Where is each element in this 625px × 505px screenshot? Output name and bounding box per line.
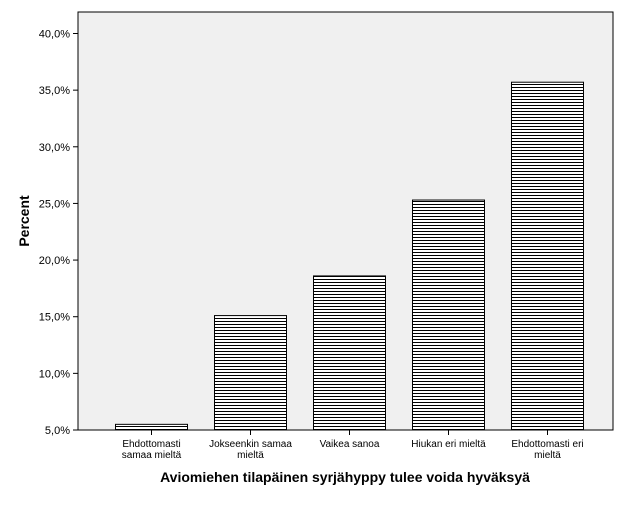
bars xyxy=(115,81,584,431)
y-tick-label: 40,0% xyxy=(39,29,70,41)
x-tick-label: Jokseenkin samaa mieltä xyxy=(209,439,292,461)
y-axis-title: Percent xyxy=(16,195,32,247)
x-axis: Ehdottomasti samaa mieltä Jokseenkin samaa… xyxy=(122,430,584,461)
bar xyxy=(115,423,188,431)
y-tick-label: 5,0% xyxy=(45,425,70,437)
x-axis-title: Aviomiehen tilapäinen syrjähyppy tulee v… xyxy=(160,469,530,485)
y-tick-label: 35,0% xyxy=(39,85,70,97)
y-axis: 5,0% 10,0% 15,0% 20,0% 25,0% 30,0% 35,0% 40,0% xyxy=(39,29,78,437)
y-tick-label: 25,0% xyxy=(39,198,70,210)
bar xyxy=(214,315,287,431)
bar xyxy=(412,199,485,431)
y-tick-label: 30,0% xyxy=(39,142,70,154)
y-tick-label: 10,0% xyxy=(39,368,70,380)
x-tick-label: Ehdottomasti samaa mieltä xyxy=(122,439,182,461)
y-tick-label: 20,0% xyxy=(39,255,70,267)
bar xyxy=(313,275,386,431)
bar xyxy=(511,81,584,431)
x-tick-label: Ehdottomasti eri mieltä xyxy=(511,439,583,461)
y-tick-label: 15,0% xyxy=(39,312,70,324)
x-tick-label: Hiukan eri mieltä xyxy=(411,439,486,450)
x-tick-label: Vaikea sanoa xyxy=(320,439,380,450)
